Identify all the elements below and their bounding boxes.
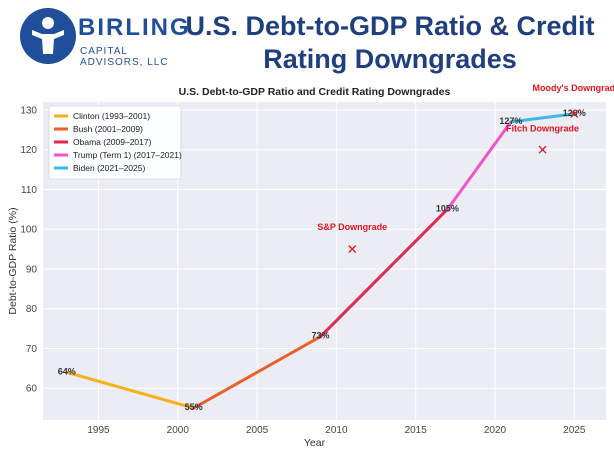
y-tick-label: 110 bbox=[21, 185, 37, 196]
y-axis-ticks: 60 70 80 90 100 110 120 130 bbox=[20, 105, 37, 394]
x-tick-label: 1995 bbox=[87, 425, 110, 436]
downgrade-marker bbox=[570, 109, 579, 118]
downgrade-label: S&P Downgrade bbox=[317, 222, 387, 232]
y-tick-label: 70 bbox=[26, 344, 38, 355]
page-title: U.S. Debt-to-GDP Ratio & Credit Rating D… bbox=[170, 10, 610, 76]
series-line bbox=[192, 335, 323, 410]
series-line bbox=[509, 112, 576, 124]
brand-name: BIRLING bbox=[78, 14, 191, 41]
point-labels: 64% 55% 73% 105% 127% 129% bbox=[58, 108, 586, 412]
legend-entry: Biden (2021–2025) bbox=[73, 163, 145, 173]
downgrade-marker bbox=[348, 245, 357, 254]
x-tick-label: 2000 bbox=[167, 425, 190, 436]
y-axis-label: Debt-to-GDP Ratio (%) bbox=[7, 207, 19, 314]
series-lines bbox=[65, 112, 576, 410]
x-axis-label: Year bbox=[304, 437, 326, 449]
legend-entry: Trump (Term 1) (2017–2021) bbox=[73, 150, 182, 160]
person-logo-icon bbox=[20, 8, 76, 64]
x-tick-label: 2010 bbox=[325, 425, 348, 436]
legend-box bbox=[48, 105, 182, 180]
series-line bbox=[65, 370, 196, 410]
x-tick-label: 2015 bbox=[405, 425, 428, 436]
legend-entry: Obama (2009–2017) bbox=[73, 137, 152, 147]
series-line bbox=[319, 207, 449, 339]
data-label: 105% bbox=[436, 203, 459, 213]
data-label: 127% bbox=[499, 116, 522, 126]
legend-entry: Clinton (1993–2001) bbox=[73, 111, 150, 121]
chart-title: U.S. Debt-to-GDP Ratio and Credit Rating… bbox=[179, 86, 451, 98]
downgrade-marker bbox=[538, 145, 547, 154]
page-title-line-2: Rating Downgrades bbox=[263, 44, 517, 74]
downgrade-label: Fitch Downgrade bbox=[506, 124, 579, 134]
data-label: 64% bbox=[58, 366, 76, 376]
debt-to-gdp-chart: 1995 2000 2005 2010 2015 2020 2025 60 70 80 90 100… bbox=[7, 83, 614, 449]
y-tick-label: 120 bbox=[20, 145, 37, 156]
y-tick-label: 100 bbox=[20, 225, 37, 236]
data-label: 55% bbox=[185, 402, 203, 412]
x-tick-label: 2025 bbox=[563, 425, 586, 436]
y-tick-label: 60 bbox=[26, 384, 38, 395]
data-label: 73% bbox=[312, 331, 330, 341]
data-label: 129% bbox=[563, 108, 586, 118]
downgrade-label: Moody's Downgrade bbox=[532, 83, 614, 93]
downgrade-markers: S&P Downgrade Fitch Downgrade Moody's Down… bbox=[317, 83, 614, 254]
x-tick-label: 2020 bbox=[484, 425, 507, 436]
series-line bbox=[445, 120, 513, 211]
x-tick-label: 2005 bbox=[246, 425, 269, 436]
legend: Clinton (1993–2001) Bush (2001–2009) Obama… bbox=[48, 105, 182, 180]
brand-logo: BIRLING CAPITAL ADVISORS, LLC bbox=[20, 8, 189, 70]
y-tick-label: 130 bbox=[20, 105, 37, 116]
brand-subtitle: CAPITAL ADVISORS, LLC bbox=[80, 46, 169, 68]
x-axis-ticks: 1995 2000 2005 2010 2015 2020 2025 bbox=[87, 425, 585, 436]
legend-entry: Bush (2001–2009) bbox=[73, 124, 143, 134]
page-title-line-1: U.S. Debt-to-GDP Ratio & Credit bbox=[185, 11, 595, 41]
y-tick-label: 80 bbox=[26, 304, 38, 315]
y-tick-label: 90 bbox=[26, 264, 38, 275]
